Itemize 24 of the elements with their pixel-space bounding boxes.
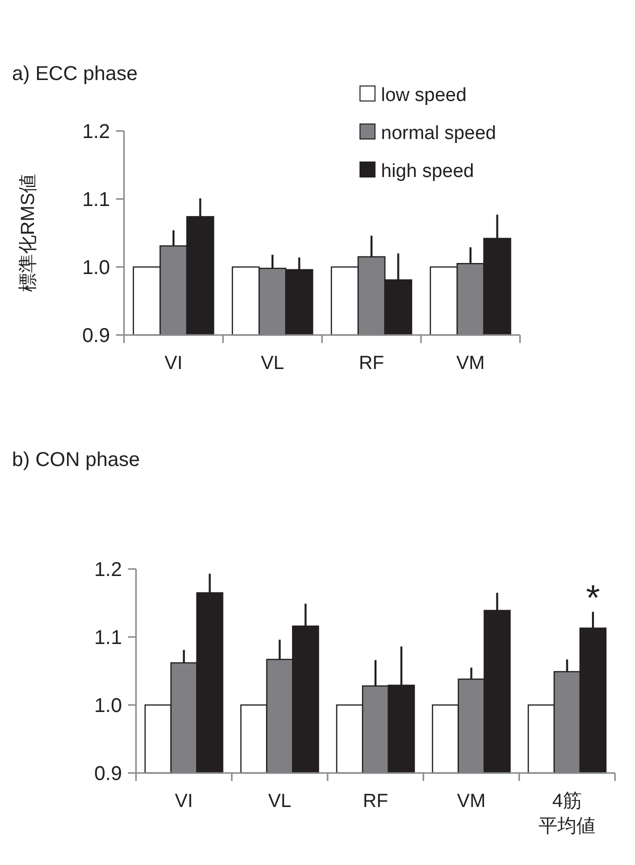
x-tick-label: 4筋平均値 [538, 791, 596, 837]
y-tick-label: 1.0 [82, 257, 110, 279]
y-tick-label: 1.1 [82, 189, 110, 211]
x-tick-label: RF [362, 791, 388, 812]
chart-title: b) CON phase [12, 449, 140, 471]
x-tick-label: RF [358, 353, 384, 374]
legend-label: normal speed [381, 123, 496, 144]
y-tick-label: 1.2 [82, 121, 110, 143]
y-tick-label: 1.1 [94, 627, 122, 649]
x-tick-label: VI [174, 791, 193, 812]
legend-label: low speed [381, 85, 467, 106]
x-tick-label: VL [260, 353, 284, 374]
y-axis-title: 標準化RMS値 [18, 174, 39, 292]
y-tick-label: 0.9 [94, 763, 122, 785]
chart-title: a) ECC phase [12, 63, 138, 85]
x-tick-label: VM [456, 353, 485, 374]
y-tick-label: 1.0 [94, 695, 122, 717]
annotation: * [586, 576, 600, 618]
x-tick-label: VI [164, 353, 182, 374]
x-tick-label: VL [268, 791, 292, 812]
y-tick-label: 0.9 [82, 325, 110, 347]
y-tick-label: 1.2 [94, 559, 122, 581]
x-tick-label: VM [457, 791, 486, 812]
legend-label: high speed [381, 161, 474, 182]
